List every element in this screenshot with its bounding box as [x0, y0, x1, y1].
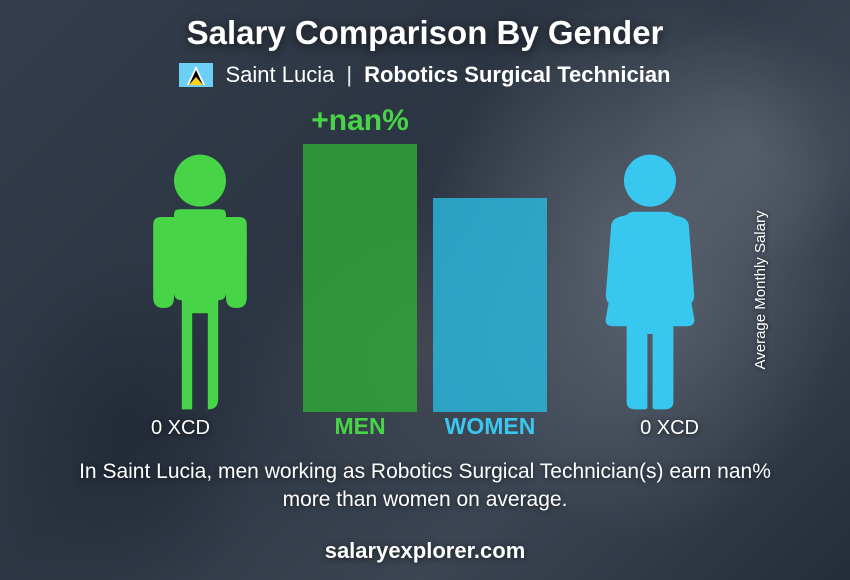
description: In Saint Lucia, men working as Robotics …: [65, 458, 785, 515]
bar-women: [433, 198, 547, 412]
separator: |: [346, 62, 352, 88]
y-axis-label: Average Monthly Salary: [752, 211, 769, 370]
flag-icon: [179, 63, 213, 87]
job-label: Robotics Surgical Technician: [364, 62, 670, 88]
country-label: Saint Lucia: [225, 62, 334, 88]
men-value: 0 XCD: [151, 417, 210, 440]
bar-men: [303, 144, 417, 412]
men-label: MEN: [303, 413, 417, 440]
pct-diff-label: +nan%: [303, 104, 417, 138]
footer-brand: salaryexplorer.com: [0, 538, 850, 564]
woman-icon: [585, 152, 715, 412]
man-icon: [135, 152, 265, 412]
women-label: WOMEN: [430, 413, 550, 440]
chart: +nan% 0 XCD MEN WOMEN 0 XCD: [115, 110, 735, 440]
women-value: 0 XCD: [640, 417, 699, 440]
subtitle: Saint Lucia | Robotics Surgical Technici…: [0, 62, 850, 88]
page-title: Salary Comparison By Gender: [0, 0, 850, 52]
